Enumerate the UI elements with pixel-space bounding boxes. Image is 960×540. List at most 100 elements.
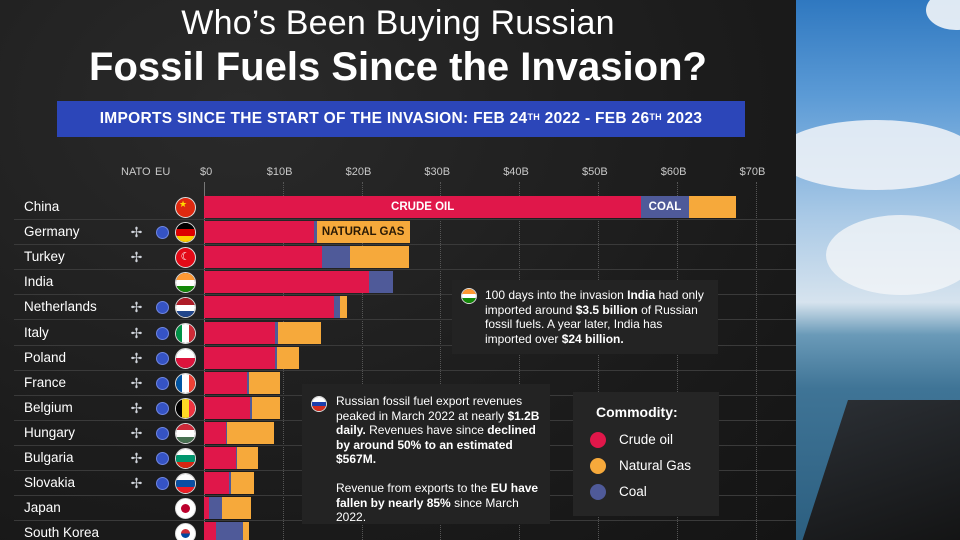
russia-note-box	[302, 384, 550, 524]
bar-segment-coal	[274, 321, 279, 344]
eu-icon	[156, 452, 169, 465]
bar-segment-label: NATURAL GAS	[321, 226, 405, 239]
russia-note-text-3: Revenue from exports to the	[336, 481, 491, 495]
flag-stripe	[182, 398, 189, 418]
legend-swatch-natural-gas	[590, 458, 606, 474]
banner-text-c: 2023	[661, 110, 703, 127]
flag-stripe	[176, 298, 195, 305]
eu-icon	[156, 301, 169, 315]
bar-segment-coal	[215, 522, 243, 540]
bar-segment-crude-oil	[204, 271, 370, 294]
flag-stripe	[176, 455, 195, 462]
nato-icon: ✢	[130, 324, 143, 341]
russia-note-bold-2: declined by around 50% to an estimated $…	[336, 423, 536, 466]
banner-sup-2: TH	[649, 112, 662, 122]
flag-stripe	[176, 474, 195, 481]
row-separator	[14, 369, 796, 371]
x-tick-label: $60B	[660, 166, 687, 178]
country-flag-icon	[175, 347, 196, 369]
bar-segment-natural-gas	[226, 421, 275, 444]
x-tick-label: $50B	[582, 166, 608, 178]
country-flag-icon	[175, 272, 196, 294]
india-note-bold-2: $3.5 billion	[575, 302, 638, 317]
country-label: Turkey	[24, 249, 65, 265]
country-label: Hungary	[24, 424, 76, 440]
bar-segment-coal	[249, 396, 253, 419]
bar-segment-coal	[334, 296, 341, 319]
flag-stripe	[176, 279, 195, 286]
country-flag-icon	[175, 523, 196, 540]
title-line-2: Fossil Fuels Since the Invasion?	[89, 45, 707, 89]
flag-stripe	[176, 348, 195, 359]
country-flag-icon	[175, 397, 196, 419]
bar-segment-coal	[229, 472, 231, 495]
x-gridline	[676, 182, 678, 540]
eu-icon	[156, 401, 169, 415]
nato-icon: ✢	[130, 299, 143, 316]
country-label: South Korea	[24, 525, 100, 540]
x-tick-label: $10B	[266, 166, 293, 178]
bar-segment-natural-gas	[252, 396, 280, 419]
nato-icon: ✢	[130, 450, 143, 466]
flag-stripe	[176, 229, 195, 236]
india-note-box	[452, 280, 718, 354]
flag-stripe	[176, 273, 195, 280]
country-flag-icon	[175, 222, 196, 244]
background-photo	[796, 0, 960, 540]
bar-segment-coal	[208, 497, 223, 520]
x-tick-label: $70B	[739, 166, 766, 178]
nato-icon: ✢	[130, 399, 143, 416]
flag-stripe	[176, 436, 195, 443]
bar-segment-label: COAL	[648, 201, 682, 213]
bar-segment-crude-oil	[204, 346, 275, 369]
country-flag-icon	[175, 322, 196, 344]
country-flag-icon	[175, 448, 196, 469]
banner-text-a: IMPORTS SINCE THE START OF THE INVASION:…	[99, 110, 528, 127]
flag-stripe	[176, 423, 195, 431]
x-gridline	[755, 182, 757, 540]
row-separator	[14, 244, 796, 246]
flag-stripe	[176, 285, 195, 293]
flag-stripe	[176, 373, 183, 393]
flag-stripe	[176, 461, 195, 468]
row-separator	[14, 344, 796, 346]
x-gridline	[361, 182, 363, 540]
legend-label-crude-oil: Crude oil	[619, 432, 674, 447]
bar-segment-coal	[641, 196, 689, 218]
legend-swatch-coal	[590, 484, 606, 500]
nato-column-header: NATO	[121, 166, 151, 178]
flag-stripe	[176, 486, 195, 494]
bar-segment-natural-gas	[278, 321, 322, 344]
country-flag-icon	[175, 498, 196, 520]
bar-segment-crude-oil	[204, 447, 236, 469]
country-label: Bulgaria	[24, 450, 74, 465]
country-label: Germany	[24, 224, 80, 240]
country-label: Netherlands	[24, 299, 97, 315]
bar-segment-natural-gas	[688, 196, 736, 218]
legend-swatch-crude-oil	[590, 432, 606, 448]
country-flag-icon: ★	[175, 197, 196, 218]
banner-sup-1: TH	[527, 112, 541, 122]
cloud-shape	[926, 0, 960, 30]
legend-label-natural-gas: Natural Gas	[619, 458, 692, 473]
bar-segment-natural-gas	[349, 246, 409, 269]
flag-stripe	[182, 373, 189, 393]
country-label: Italy	[24, 324, 49, 340]
flag-stripe	[176, 311, 195, 318]
bar-segment-coal	[226, 421, 227, 444]
x-gridline	[440, 182, 442, 540]
india-note-bold-1: India	[627, 288, 656, 302]
india-note-flag-icon	[461, 288, 477, 304]
row-separator	[14, 319, 796, 321]
bar-segment-crude-oil	[204, 321, 275, 344]
nato-icon: ✢	[130, 349, 143, 366]
russia-note: Russian fossil fuel export revenues peak…	[336, 394, 546, 525]
flag-stripe	[176, 430, 195, 437]
cloud-shape	[796, 120, 960, 190]
row-separator	[14, 269, 796, 271]
x-tick-label: $20B	[345, 166, 372, 178]
russia-note-text-1: Russian fossil fuel export revenues peak…	[336, 394, 523, 423]
bar-segment-crude-oil	[204, 497, 209, 520]
flag-stripe	[176, 398, 183, 418]
flag-stripe	[176, 449, 195, 456]
